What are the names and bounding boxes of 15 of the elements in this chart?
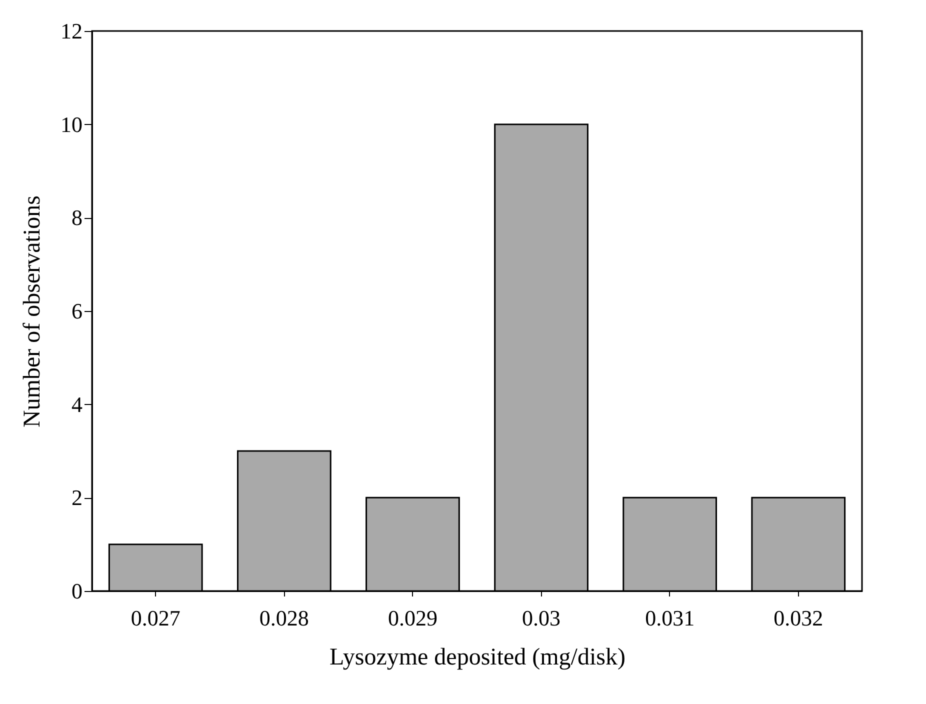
y-tick-label: 6 — [72, 298, 82, 324]
y-tick-label: 12 — [60, 18, 82, 44]
y-tick-label: 0 — [72, 578, 82, 604]
y-axis-title: Number of observations — [20, 196, 46, 428]
x-tick-label: 0.031 — [645, 606, 695, 630]
x-tick-label: 0.03 — [522, 606, 561, 630]
x-axis-title: Lysozyme deposited (mg/disk) — [330, 644, 626, 670]
y-tick-label: 4 — [72, 392, 82, 417]
y-tick-label: 2 — [72, 485, 82, 510]
x-tick-label: 0.027 — [130, 606, 180, 630]
y-tick-label: 8 — [72, 205, 82, 230]
x-tick-label: 0.029 — [388, 606, 438, 630]
x-tick-label: 0.032 — [774, 606, 824, 630]
y-tick-label: 10 — [60, 112, 82, 137]
x-tick-label: 0.028 — [259, 606, 309, 630]
